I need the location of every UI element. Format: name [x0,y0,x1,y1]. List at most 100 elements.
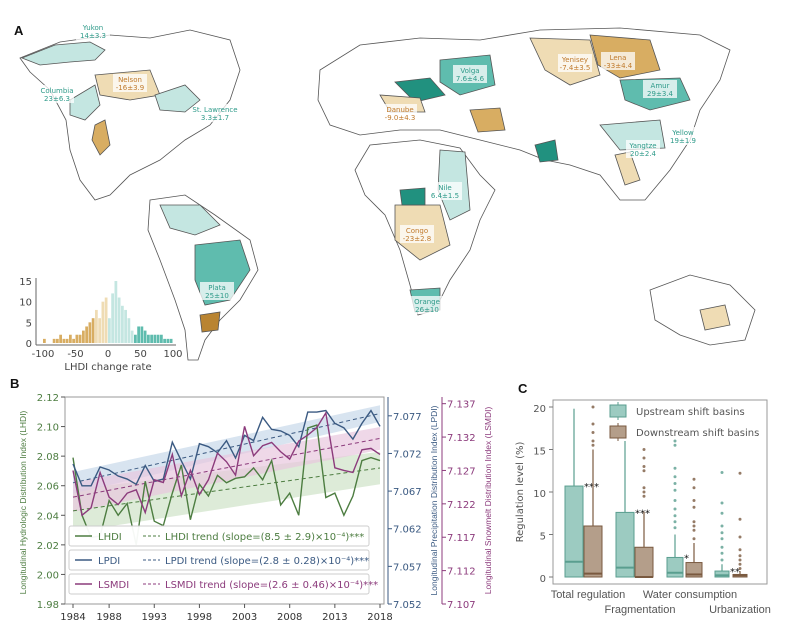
outlier-point [720,511,724,515]
basin-name: Amur [651,82,670,90]
outlier-point [692,528,696,532]
box-downstream [583,525,603,578]
basin-value: -7.4±3.5 [560,64,591,72]
outlier-point [738,548,742,552]
lhdi-tick-label: 2.06 [37,482,59,493]
x-category-label: Total regulation [551,589,626,601]
outlier-point [673,520,677,524]
lhdi-axis-label: Longitudinal Hydrologic Distribution Ind… [18,410,28,594]
basin-tigris [469,107,506,133]
histogram-bar [101,301,105,343]
basin-label-bg [558,54,592,72]
outlier-point [738,535,742,539]
basin-st-lawrence [154,84,201,113]
y-axis-label: Regulation level (%) [515,441,526,542]
outlier-point [720,551,724,555]
outlier-point [692,505,696,509]
y-tick-label: 20 [533,404,546,415]
lsmdi-trend-line [72,437,381,498]
x-tick-label: 2003 [232,612,257,623]
legend-lpdi-trend-label: LPDI trend (slope=(2.8 ± 0.28)×10⁻⁴)*** [165,556,369,567]
significance-marker: *** [635,508,650,519]
lhdi-trend-line [72,467,381,512]
histogram-bar [153,334,157,343]
outlier-point [591,439,595,443]
basin-label-bg [40,85,74,103]
outlier-point [738,554,742,558]
legend-upstream-label: Upstream shift basins [636,407,745,418]
histogram-y-tick: 0 [26,339,32,350]
outlier-point [591,431,595,434]
histogram-bar [150,334,153,343]
histogram-y-tick: 10 [19,298,32,309]
basin-murray [699,304,731,331]
legend-lsmdi-trend-label: LSMDI trend (slope=(2.6 ± 0.46)×10⁻⁴)*** [165,580,378,591]
basin-label-bg [601,52,635,70]
outlier-point [720,501,724,505]
outlier-point [692,537,696,541]
box-upstream [564,485,584,578]
basin-mississippi [91,119,111,156]
histogram-bar [65,338,69,343]
histogram-bar [108,318,111,343]
outlier-point [738,558,742,562]
basin-label-bg [453,65,487,83]
histogram-bar [91,318,95,343]
x-tick-label: 1998 [187,612,212,623]
histogram-bar [111,293,114,343]
lpdi-tick-label: 7.067 [393,487,422,498]
outlier-point [673,466,677,470]
histogram-bar [85,326,88,343]
lsmdi-confidence-band [73,427,380,512]
lsmdi-line [72,411,381,517]
lhdi-tick-label: 2.10 [37,423,59,434]
basin-value: 26±10 [415,306,439,314]
histogram-bar [127,318,131,343]
basin-value: 25±10 [205,292,229,300]
basin-value: 20±2.4 [630,150,656,158]
basin-name: Orange [414,298,440,306]
histogram-bar [114,281,118,343]
basin-value: 14±3.3 [80,32,106,40]
lpdi-trend-line [72,413,381,484]
outlier-point [673,507,677,511]
lsmdi-tick-label: 7.132 [447,433,476,444]
histogram-bar [166,338,170,343]
basin-name: St. Lawrence [192,106,237,114]
lhdi-tick-label: 1.98 [37,600,59,611]
basin-value: 3.3±1.7 [201,114,229,122]
significance-marker: *** [584,482,599,493]
outlier-point [692,524,696,528]
basin-yukon [20,41,106,66]
box-downstream [685,562,703,578]
basin-name: Plata [208,284,226,292]
lsmdi-tick-label: 7.127 [447,466,476,477]
lpdi-axis-label: Longitudinal Precipitation Distribution … [429,405,439,595]
histogram-bar [98,318,101,343]
outlier-point [673,482,677,485]
x-tick-label: 2018 [367,612,392,623]
lpdi-tick-label: 7.072 [393,449,422,460]
basin-name: Columbia [40,87,73,95]
histogram-x-tick: 50 [134,349,147,360]
basin-name: Yellow [671,129,694,137]
outlier-point [642,490,646,494]
basin-name: Congo [406,227,428,235]
histogram-bar [59,334,62,343]
basin-value: 29±3.4 [647,90,673,98]
legend-box [68,573,370,595]
lpdi-line [72,409,381,487]
basin-name: Lena [610,54,627,62]
lhdi-tick-label: 2.02 [37,541,59,552]
basin-name: Danube [386,106,413,114]
basin-label-bg [643,80,677,98]
x-tick-label: 2008 [277,612,302,623]
outlier-point [673,488,677,492]
histogram-bar [130,330,134,343]
histogram-bar [62,338,66,343]
lpdi-tick-label: 7.052 [393,600,422,611]
outlier-point [720,524,724,528]
